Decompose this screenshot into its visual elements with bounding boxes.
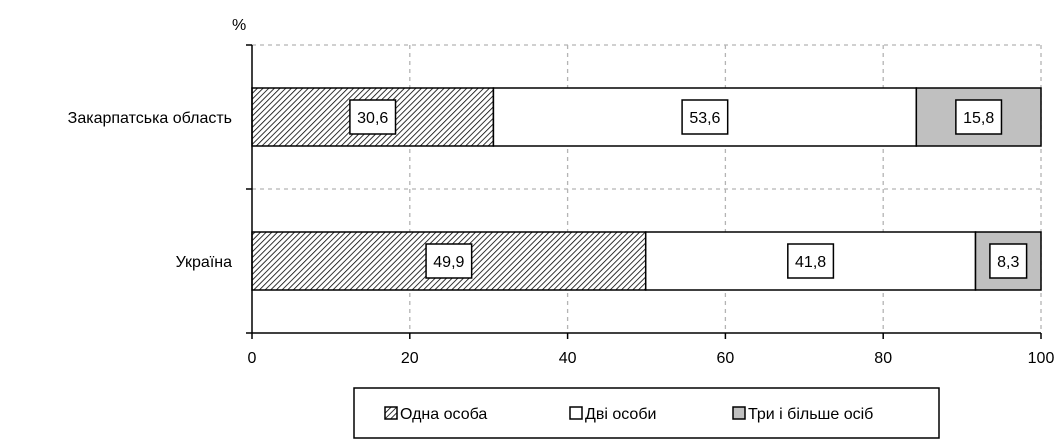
legend-box [353,387,940,439]
unit-label: % [232,17,246,34]
x-tick-label: 80 [874,350,892,367]
data-label: 49,9 [433,254,464,271]
data-label: 53,6 [689,110,720,127]
axes: Закарпатська область Україна 0 20 40 60 80 100 [68,44,1055,367]
legend-label: Дві особи [585,406,656,423]
x-tick-label: 0 [248,350,257,367]
x-tick-label: 40 [559,350,577,367]
legend-label: Три і більше осіб [748,406,873,423]
data-label-box [681,99,729,135]
category-label: Закарпатська область [68,110,232,127]
x-tick-label: 100 [1028,350,1055,367]
legend-swatch [384,406,398,420]
data-label-box [349,99,397,135]
data-label-box [989,243,1028,279]
legend-swatch [732,406,746,420]
data-label: 41,8 [795,254,826,271]
data-label-box [955,99,1003,135]
data-label: 15,8 [963,110,994,127]
legend: Одна особа Дві особи Три і більше осіб [353,387,940,439]
x-tick-label: 20 [401,350,419,367]
bars: 30,6 53,6 15,8 49,9 41,8 8,3 [251,87,1042,291]
data-label-box [787,243,835,279]
category-label: Україна [176,254,233,271]
legend-swatch [569,406,583,420]
legend-label: Одна особа [400,406,487,423]
x-tick-label: 60 [717,350,735,367]
data-label: 30,6 [357,110,388,127]
data-label-box [425,243,473,279]
data-label: 8,3 [997,254,1019,271]
